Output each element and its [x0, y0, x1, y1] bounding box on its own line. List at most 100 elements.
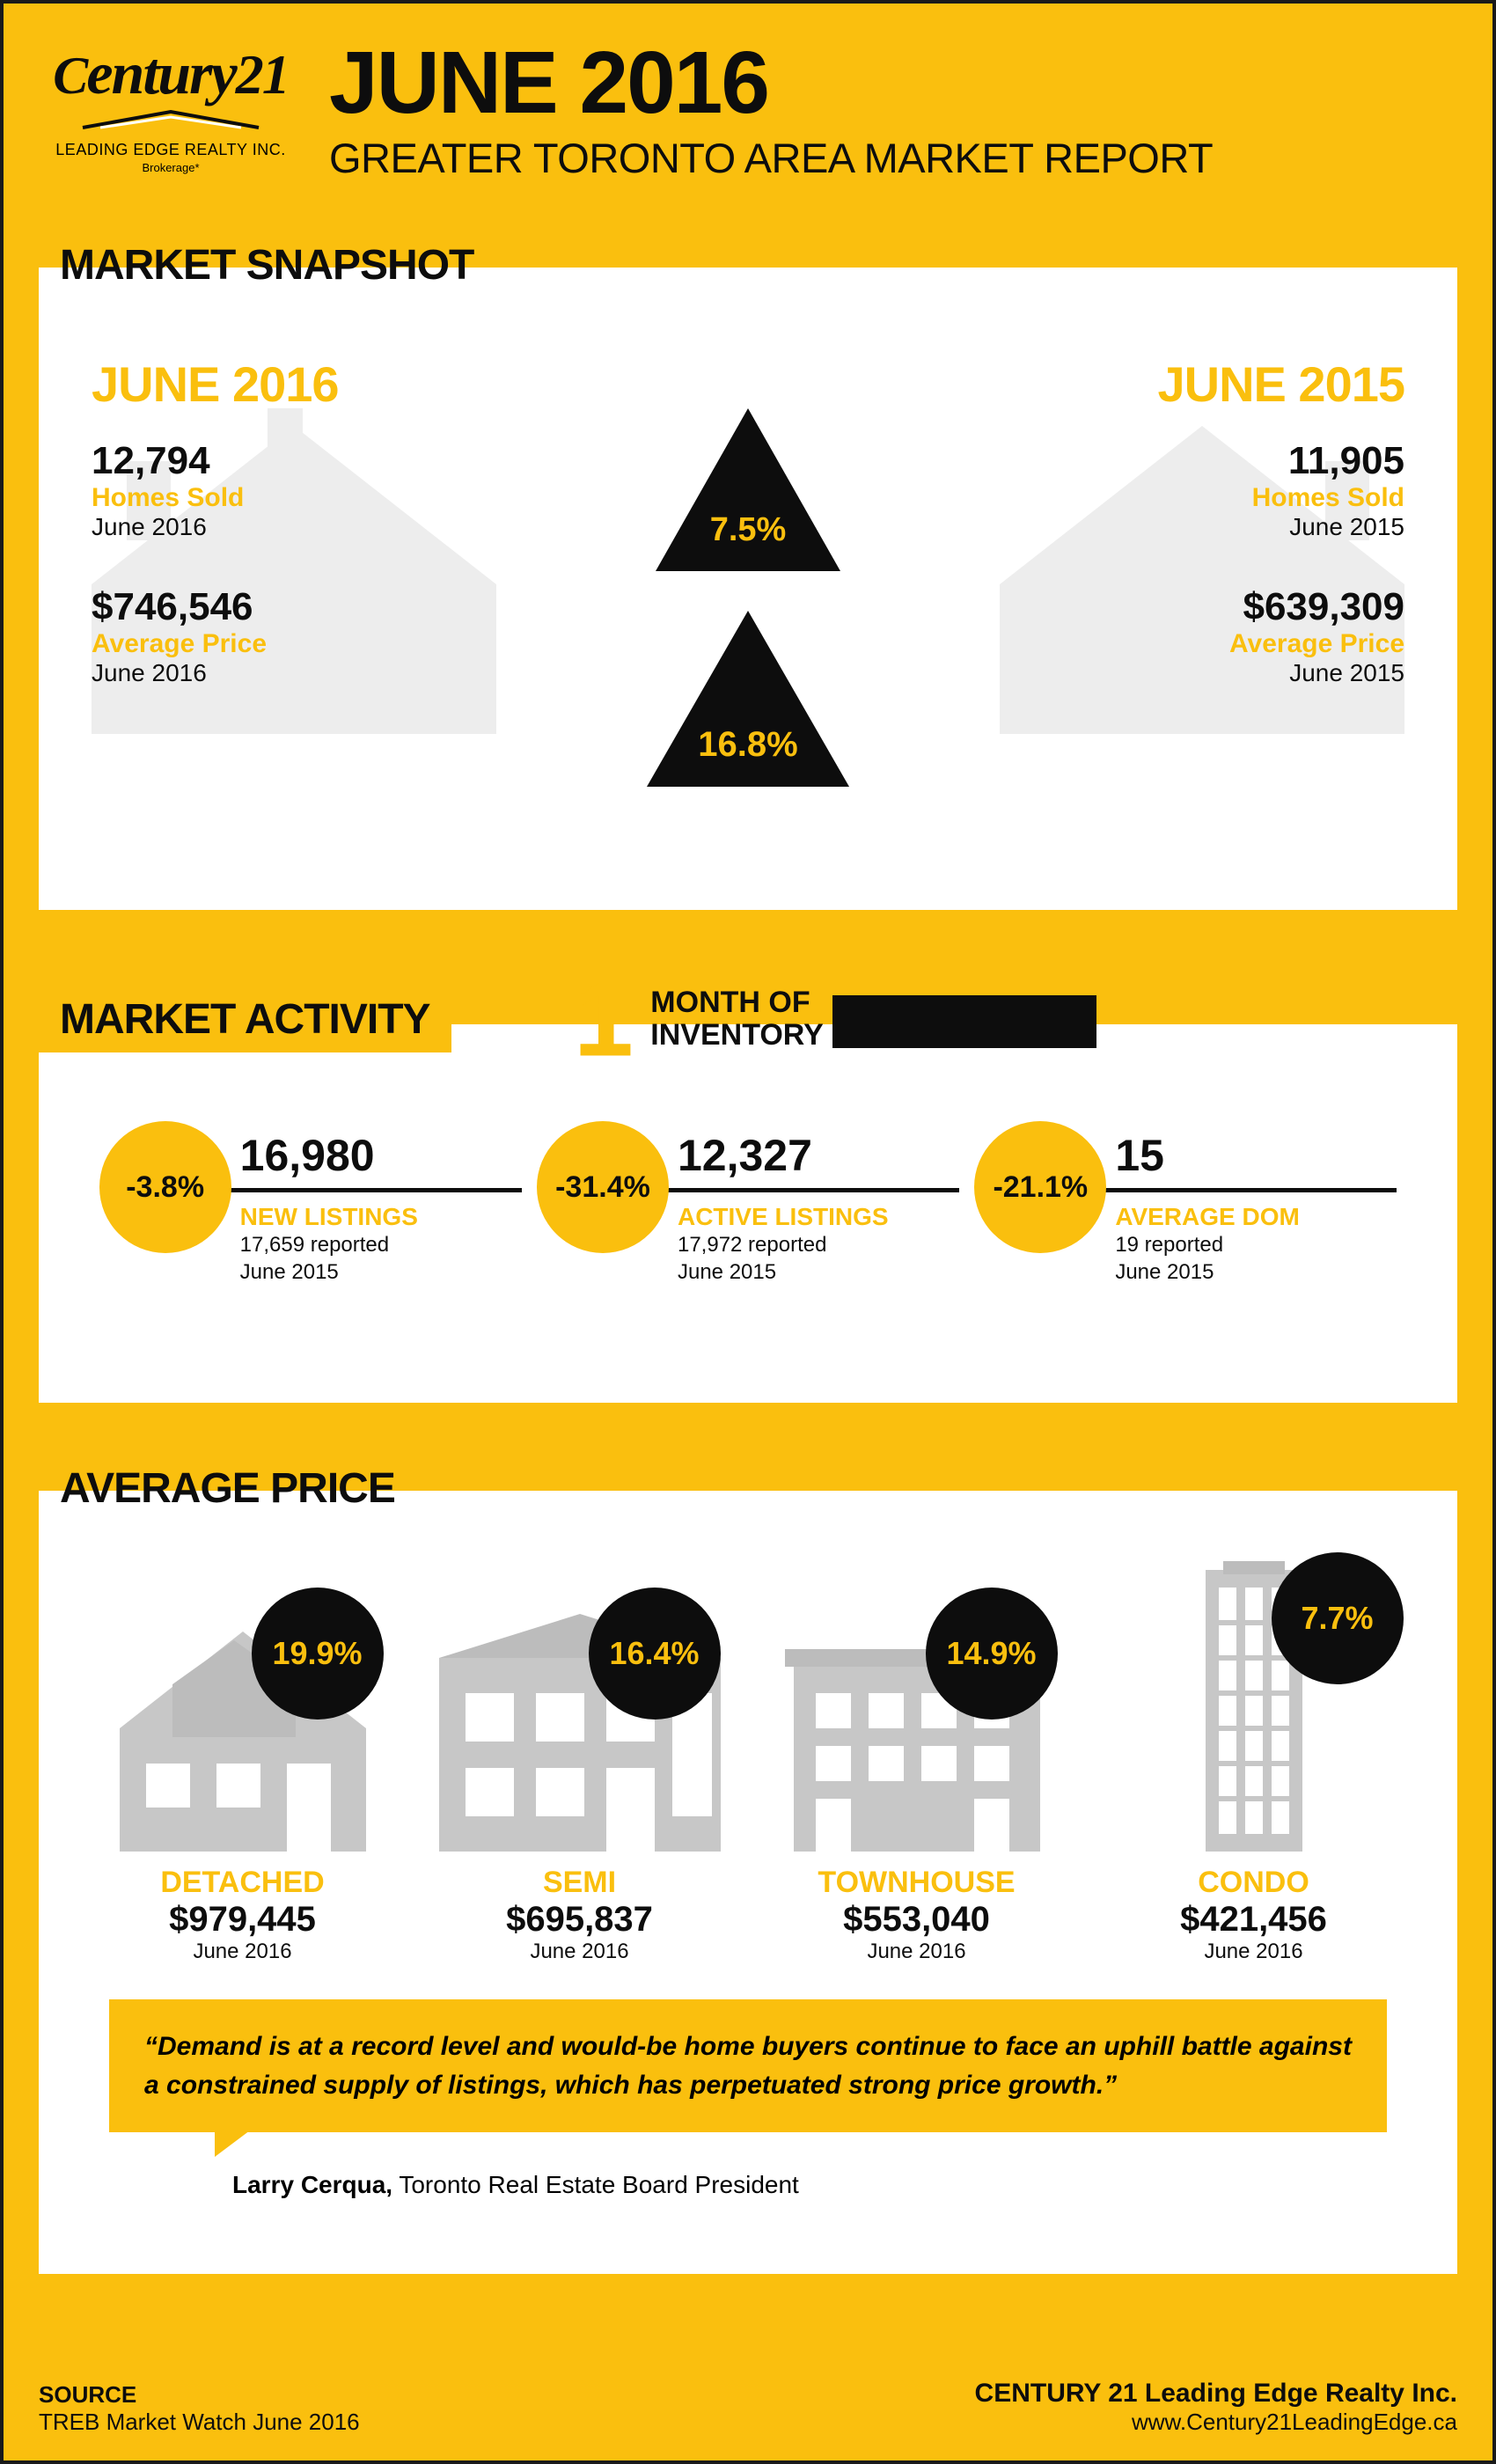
- speech-tail-icon: [215, 2130, 250, 2157]
- date: June 2016: [1096, 1940, 1412, 1964]
- metric-avg-price-2016: $746,546 Average Price June 2016: [92, 585, 584, 687]
- quote-name: Larry Cerqua,: [232, 2171, 392, 2198]
- date: June 2015: [912, 513, 1404, 541]
- value: 11,905: [912, 439, 1404, 483]
- divider: [642, 1188, 959, 1192]
- label: NEW LISTINGS: [205, 1203, 522, 1231]
- snapshot-inner: JUNE 2016 12,794 Homes Sold June 2016 $7…: [39, 268, 1457, 766]
- snapshot-heading-wrap: MARKET SNAPSHOT: [39, 232, 495, 298]
- header-titles: JUNE 2016 GREATER TORONTO AREA MARKET RE…: [329, 39, 1457, 182]
- inventory-number: 1: [575, 958, 634, 1080]
- activity-heading: MARKET ACTIVITY: [39, 986, 451, 1052]
- pct-bubble: 14.9%: [926, 1588, 1058, 1720]
- price-item-semi: 16.4% SEMI: [422, 1596, 738, 1964]
- label: AVERAGE DOM: [1080, 1203, 1397, 1231]
- footer-source: SOURCE TREB Market Watch June 2016: [39, 2381, 360, 2436]
- pct-circle: -31.4%: [537, 1121, 669, 1253]
- sub1: 19 reported: [1080, 1231, 1397, 1258]
- inventory-block: 1 MONTH OF INVENTORY: [575, 958, 824, 1080]
- label: ACTIVE LISTINGS: [642, 1203, 959, 1231]
- value: 12,794: [92, 439, 584, 483]
- inventory-line2: INVENTORY: [650, 1019, 823, 1052]
- header: Century21 LEADING EDGE REALTY INC. Broke…: [39, 39, 1457, 182]
- snapshot-panel: JUNE 2016 12,794 Homes Sold June 2016 $7…: [39, 268, 1457, 910]
- company-url: www.Century21LeadingEdge.ca: [975, 2409, 1457, 2436]
- sub2: June 2015: [1080, 1258, 1397, 1286]
- sub2: June 2015: [205, 1258, 522, 1286]
- pct-bubble: 16.4%: [589, 1588, 721, 1720]
- page-title: JUNE 2016: [329, 39, 1457, 127]
- price: $695,837: [422, 1900, 738, 1940]
- label: Average Price: [92, 629, 584, 659]
- sub1: 17,659 reported: [205, 1231, 522, 1258]
- footer-company: CENTURY 21 Leading Edge Realty Inc. www.…: [975, 2379, 1457, 2436]
- price: $421,456: [1096, 1900, 1412, 1940]
- page: Century21 LEADING EDGE REALTY INC. Broke…: [0, 0, 1496, 2464]
- price-row: 19.9% DETACHED $979,445 June 2016: [74, 1596, 1422, 1964]
- label: Average Price: [912, 629, 1404, 659]
- date: June 2016: [92, 659, 584, 687]
- company-name: CENTURY 21 Leading Edge Realty Inc.: [975, 2379, 1457, 2409]
- source-text: TREB Market Watch June 2016: [39, 2409, 360, 2436]
- divider: [205, 1188, 522, 1192]
- date: June 2016: [422, 1940, 738, 1964]
- price-item-townhouse: 14.9% TOWNHOUSE $553,040: [759, 1596, 1075, 1964]
- quote-box: “Demand is at a record level and would-b…: [109, 1999, 1387, 2132]
- logo-block: Century21 LEADING EDGE REALTY INC. Broke…: [39, 39, 303, 174]
- snapshot-heading: MARKET SNAPSHOT: [39, 232, 495, 298]
- inventory-line1: MONTH OF: [650, 986, 823, 1019]
- date: June 2015: [912, 659, 1404, 687]
- quote-attribution: Larry Cerqua, Toronto Real Estate Board …: [232, 2171, 1422, 2199]
- value: 16,980: [205, 1130, 522, 1181]
- avg-price-panel: 19.9% DETACHED $979,445 June 2016: [39, 1491, 1457, 2274]
- logo-brokerage: Brokerage*: [39, 161, 303, 174]
- snapshot-year-2015: JUNE 2015: [912, 356, 1404, 413]
- delta-top: 7.5%: [710, 511, 787, 548]
- up-triangle-icon: 7.5%: [656, 408, 840, 576]
- sub2: June 2015: [642, 1258, 959, 1286]
- value: 15: [1080, 1130, 1397, 1181]
- value: $639,309: [912, 585, 1404, 629]
- page-subtitle: GREATER TORONTO AREA MARKET REPORT: [329, 134, 1457, 182]
- type: SEMI: [422, 1866, 738, 1900]
- century21-logo: Century21: [39, 39, 303, 108]
- metric-avg-price-2015: $639,309 Average Price June 2015: [912, 585, 1404, 687]
- type: TOWNHOUSE: [759, 1866, 1075, 1900]
- price-item-condo: 7.7% CONDO: [1096, 1596, 1412, 1964]
- snapshot-col-2015: JUNE 2015 11,905 Homes Sold June 2015 $6…: [912, 356, 1404, 731]
- type: CONDO: [1096, 1866, 1412, 1900]
- avg-price-heading-wrap: AVERAGE PRICE: [39, 1456, 416, 1522]
- metric-homes-sold-2016: 12,794 Homes Sold June 2016: [92, 439, 584, 541]
- snapshot-year-2016: JUNE 2016: [92, 356, 584, 413]
- value: 12,327: [642, 1130, 959, 1181]
- quote-text: “Demand is at a record level and would-b…: [144, 2032, 1352, 2100]
- pct-circle: -21.1%: [974, 1121, 1106, 1253]
- date: June 2016: [84, 1940, 401, 1964]
- date: June 2016: [759, 1940, 1075, 1964]
- logo-subline: LEADING EDGE REALTY INC.: [39, 141, 303, 159]
- activity-item-average-dom: -21.1% 15 AVERAGE DOM 19 reported June 2…: [974, 1130, 1397, 1286]
- metric-homes-sold-2015: 11,905 Homes Sold June 2015: [912, 439, 1404, 541]
- up-triangle-icon: 16.8%: [647, 611, 849, 791]
- logo-roof-icon: [74, 108, 268, 129]
- pct-bubble: 7.7%: [1272, 1552, 1404, 1684]
- heading-accent-bar: [832, 995, 1096, 1048]
- activity-heading-wrap: MARKET ACTIVITY 1 MONTH OF INVENTORY: [39, 958, 824, 1080]
- source-heading: SOURCE: [39, 2381, 360, 2409]
- activity-panel: -3.8% 16,980 NEW LISTINGS 17,659 reporte…: [39, 1024, 1457, 1403]
- price: $553,040: [759, 1900, 1075, 1940]
- footer: SOURCE TREB Market Watch June 2016 CENTU…: [39, 2379, 1457, 2436]
- pct-circle: -3.8%: [99, 1121, 231, 1253]
- label: Homes Sold: [92, 483, 584, 513]
- delta-bottom: 16.8%: [698, 725, 797, 764]
- sub1: 17,972 reported: [642, 1231, 959, 1258]
- avg-price-heading: AVERAGE PRICE: [39, 1456, 416, 1522]
- divider: [1080, 1188, 1397, 1192]
- quote-title: Toronto Real Estate Board President: [392, 2171, 799, 2198]
- date: June 2016: [92, 513, 584, 541]
- price-item-detached: 19.9% DETACHED $979,445 June 2016: [84, 1596, 401, 1964]
- pct-bubble: 19.9%: [252, 1588, 384, 1720]
- value: $746,546: [92, 585, 584, 629]
- activity-item-active-listings: -31.4% 12,327 ACTIVE LISTINGS 17,972 rep…: [537, 1130, 959, 1286]
- activity-item-new-listings: -3.8% 16,980 NEW LISTINGS 17,659 reporte…: [99, 1130, 522, 1286]
